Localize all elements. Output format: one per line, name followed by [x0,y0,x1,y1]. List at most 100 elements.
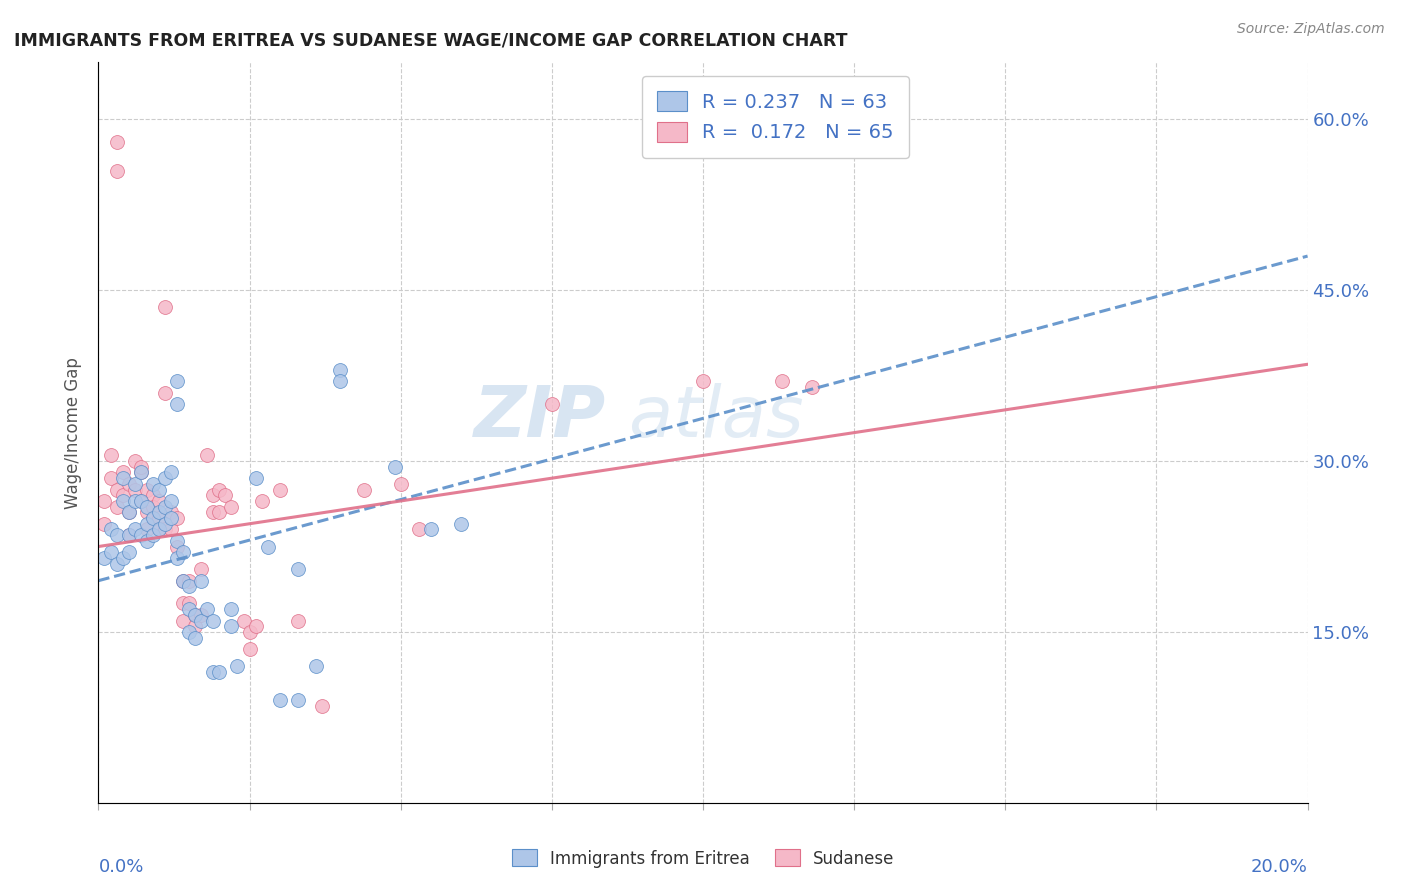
Point [195,602,218,616]
Point [239,624,262,639]
Point [389,476,412,491]
Point [142,511,165,525]
Point [100,449,122,463]
Point [142,488,165,502]
Point [190,614,212,628]
Point [172,574,194,588]
Point [135,505,157,519]
Point [111,488,134,502]
Point [408,523,430,537]
Point [118,545,141,559]
Point [256,540,278,554]
Point [129,466,152,480]
Point [166,375,188,389]
Point [384,459,406,474]
Point [124,494,146,508]
Point [226,659,249,673]
Point [142,476,165,491]
Point [202,505,225,519]
Point [172,545,194,559]
Point [190,562,212,576]
Text: atlas: atlas [606,384,804,452]
Point [129,528,152,542]
Point [172,597,194,611]
Point [208,483,231,497]
Point [202,665,225,679]
Point [208,505,231,519]
Point [239,642,262,657]
Point [800,380,823,394]
Point [105,557,128,571]
Point [111,494,134,508]
Point [305,659,328,673]
Point [93,516,115,531]
Point [214,488,236,502]
Point [124,476,146,491]
Point [100,471,122,485]
Point [105,135,128,149]
Point [202,614,225,628]
Point [135,533,157,548]
Text: Source: ZipAtlas.com: Source: ZipAtlas.com [1237,22,1385,37]
Point [287,693,309,707]
Point [160,494,183,508]
Point [184,607,207,622]
Legend: Immigrants from Eritrea, Sudanese: Immigrants from Eritrea, Sudanese [503,841,903,876]
Point [160,511,183,525]
Point [166,550,188,565]
Point [135,483,157,497]
Point [287,562,309,576]
Point [118,528,141,542]
Point [124,454,146,468]
Point [287,614,309,628]
Point [450,516,472,531]
Point [160,523,183,537]
Point [148,523,170,537]
Point [184,619,207,633]
Point [124,483,146,497]
Point [540,397,562,411]
Point [250,494,273,508]
Point [770,375,793,389]
Point [105,500,128,514]
Point [135,516,157,531]
Point [124,523,146,537]
Point [179,602,201,616]
Point [111,466,134,480]
Point [166,540,188,554]
Point [329,375,352,389]
Point [160,505,183,519]
Point [148,511,170,525]
Point [135,523,157,537]
Point [269,693,291,707]
Point [245,619,267,633]
Point [118,528,141,542]
Point [172,574,194,588]
Y-axis label: Wage/Income Gap: Wage/Income Gap [65,357,83,508]
Point [153,500,176,514]
Text: 20.0%: 20.0% [1251,858,1308,876]
Point [129,459,152,474]
Point [118,505,141,519]
Point [148,494,170,508]
Point [129,466,152,480]
Point [166,397,188,411]
Point [208,665,231,679]
Point [172,614,194,628]
Point [153,523,176,537]
Point [118,476,141,491]
Point [105,163,128,178]
Point [93,494,115,508]
Point [142,511,165,525]
Point [269,483,291,497]
Point [105,528,128,542]
Point [329,363,352,377]
Text: 0.0%: 0.0% [98,858,143,876]
Point [111,471,134,485]
Point [221,500,243,514]
Point [153,301,176,315]
Point [353,483,375,497]
Point [195,449,218,463]
Point [420,523,443,537]
Point [129,494,152,508]
